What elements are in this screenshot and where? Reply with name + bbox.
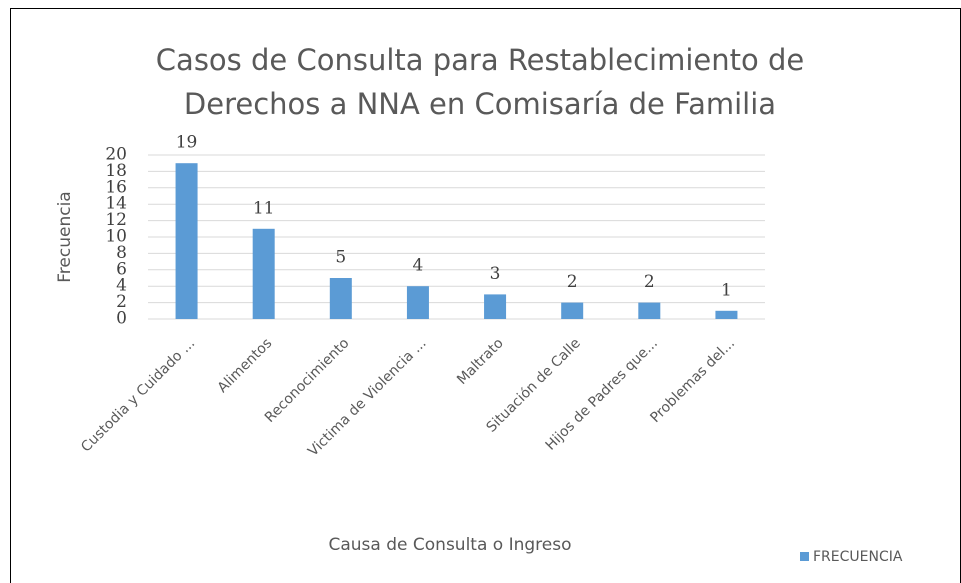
x-tick-label: Custodia y Cuidado ... [78, 335, 198, 455]
x-tick-label: Reconocimiento [262, 335, 353, 426]
legend-label: FRECUENCIA [813, 549, 903, 565]
bar [484, 294, 507, 319]
y-tick-label: 10 [105, 227, 127, 247]
y-tick-label: 14 [105, 194, 127, 214]
data-label: 2 [567, 272, 578, 292]
y-tick-label: 4 [116, 276, 127, 296]
y-tick-label: 0 [116, 309, 127, 329]
y-axis-label: Frecuencia [55, 191, 75, 282]
data-label: 4 [413, 256, 424, 276]
bar [175, 163, 198, 319]
data-label: 1 [721, 280, 732, 300]
x-tick-label: Maltrato [454, 335, 507, 388]
y-tick-label: 16 [105, 177, 127, 197]
data-label: 2 [644, 272, 655, 292]
chart-title: Casos de Consulta para Restablecimiento … [155, 43, 805, 121]
y-tick-label: 12 [105, 210, 127, 230]
bar [329, 278, 352, 319]
x-tick-label: Alimentos [215, 335, 276, 396]
y-tick-label: 18 [105, 161, 127, 181]
bar [561, 302, 584, 319]
y-tick-label: 2 [116, 292, 127, 312]
data-label: 5 [335, 248, 346, 268]
legend-swatch [800, 552, 809, 561]
bar [638, 302, 661, 319]
y-tick-label: 8 [116, 243, 127, 263]
bar [715, 310, 738, 319]
data-label: 3 [490, 264, 501, 284]
data-label: 11 [253, 198, 275, 218]
y-tick-label: 6 [116, 259, 127, 279]
bar [252, 228, 275, 319]
x-tick-label: Problemas del... [647, 335, 738, 426]
data-label: 19 [176, 133, 198, 153]
bar [406, 286, 429, 319]
y-tick-label: 20 [105, 145, 127, 165]
x-axis-label: Causa de Consulta o Ingreso [329, 535, 572, 555]
